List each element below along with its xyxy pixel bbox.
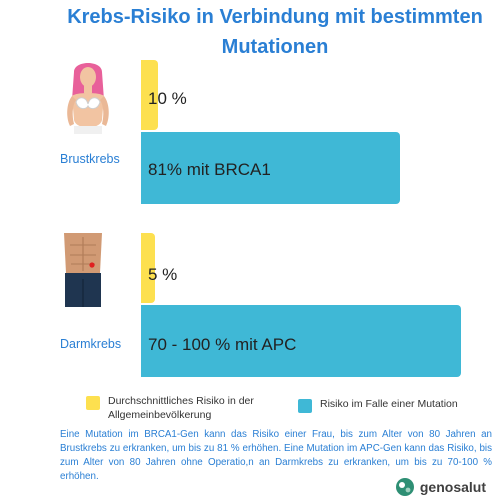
bar-label-mutation-brustkrebs: 81% mit BRCA1: [148, 160, 271, 179]
bar-label-average-brustkrebs: 10 %: [148, 89, 187, 108]
bar-label-average-darmkrebs: 5 %: [148, 265, 178, 284]
genosalut-logo-icon: [395, 478, 414, 496]
bar-average-darmkrebs: [141, 233, 155, 303]
brand-logo: genosalut: [395, 477, 486, 497]
bar-label-mutation-darmkrebs: 70 - 100 % mit APC: [148, 335, 297, 354]
man-abdomen-icon: [64, 233, 102, 307]
brand-name: genosalut: [419, 479, 486, 495]
category-label-darmkrebs: Darmkrebs: [60, 337, 122, 351]
bar-average-brustkrebs: [141, 60, 158, 130]
legend-item-mutation: Risiko im Falle einer Mutation: [298, 397, 488, 413]
woman-torso-icon: [67, 63, 109, 134]
legend-label-mutation: Risiko im Falle einer Mutation: [320, 398, 458, 410]
category-label-brustkrebs: Brustkrebs: [60, 152, 120, 166]
legend-swatch-mutation: [298, 399, 312, 413]
chart-title: Krebs-Risiko in Verbindung mit bestimmte…: [67, 6, 483, 58]
bar-mutation-brustkrebs: [141, 132, 401, 204]
legend-item-average: Durchschnittliches Risiko in der Allgeme…: [86, 394, 256, 422]
explanation-note: Eine Mutation im BRCA1-Gen kann das Risi…: [60, 429, 492, 482]
legend-swatch-average: [86, 396, 100, 410]
bar-mutation-darmkrebs: [141, 305, 461, 377]
legend-label-average: Durchschnittliches Risiko in der Allgeme…: [108, 395, 254, 421]
